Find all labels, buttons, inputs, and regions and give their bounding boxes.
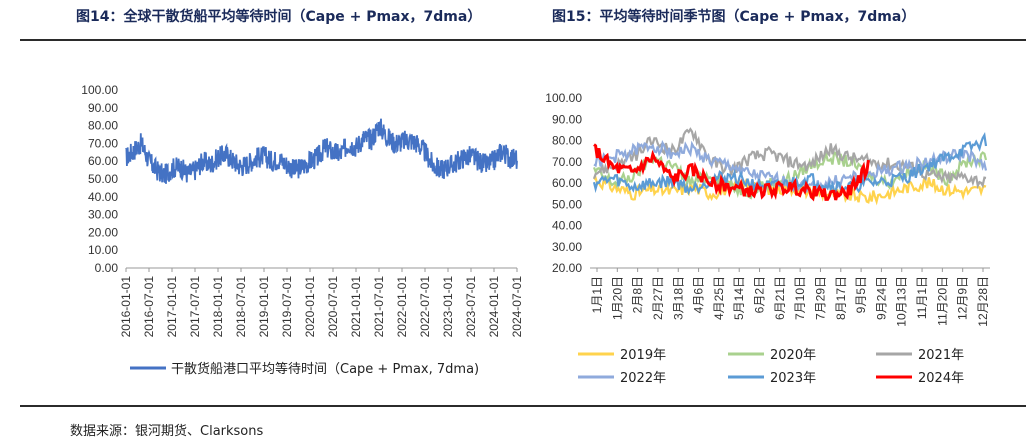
x-tick-label: 2022-07-01 bbox=[418, 276, 432, 338]
legend-label: 2019年 bbox=[620, 348, 666, 363]
bottom-divider bbox=[20, 405, 1026, 407]
x-tick-label: 2022-01-01 bbox=[395, 276, 409, 338]
y-tick-label: 30.00 bbox=[88, 208, 118, 222]
legend-label: 2022年 bbox=[620, 371, 666, 386]
x-tick-label: 2020-01-01 bbox=[303, 276, 317, 338]
x-tick-label: 2020-07-01 bbox=[326, 276, 340, 338]
x-tick-label: 2018-07-01 bbox=[234, 276, 248, 338]
x-tick-label: 2017-07-01 bbox=[188, 276, 202, 338]
series-line-2024年 bbox=[593, 143, 870, 202]
data-source-note: 数据来源：银河期货、Clarksons bbox=[70, 424, 264, 439]
y-tick-label: 20.00 bbox=[88, 225, 118, 239]
y-tick-label: 50.00 bbox=[552, 197, 582, 211]
x-tick-label: 1月20日 bbox=[610, 276, 624, 320]
y-tick-label: 40.00 bbox=[88, 190, 118, 204]
y-tick-label: 60.00 bbox=[552, 176, 582, 190]
y-tick-label: 100.00 bbox=[545, 91, 582, 105]
x-tick-label: 6月2日 bbox=[753, 276, 767, 313]
y-tick-label: 60.00 bbox=[88, 154, 118, 168]
top-divider bbox=[20, 39, 1026, 41]
series-line-wait-time bbox=[125, 118, 518, 184]
legend-label: 2024年 bbox=[918, 371, 964, 386]
x-tick-label: 2月8日 bbox=[631, 276, 645, 313]
y-tick-label: 0.00 bbox=[95, 261, 119, 275]
x-tick-label: 2016-07-01 bbox=[142, 276, 156, 338]
y-tick-label: 100.00 bbox=[81, 83, 118, 97]
y-tick-label: 70.00 bbox=[88, 136, 118, 150]
x-tick-label: 2023-01-01 bbox=[441, 276, 455, 338]
x-tick-label: 11月1日 bbox=[915, 276, 929, 319]
x-tick-label: 2017-01-01 bbox=[165, 276, 179, 338]
x-tick-label: 7月10日 bbox=[793, 276, 807, 320]
x-tick-label: 9月24日 bbox=[874, 276, 888, 320]
x-tick-label: 7月29日 bbox=[813, 276, 827, 320]
x-tick-label: 10月13日 bbox=[895, 276, 909, 327]
legend-label: 干散货船港口平均等待时间（Cape + Pmax, 7dma) bbox=[171, 361, 479, 377]
y-tick-label: 80.00 bbox=[552, 134, 582, 148]
x-tick-label: 2024-01-01 bbox=[487, 276, 501, 338]
x-tick-label: 2019-07-01 bbox=[280, 276, 294, 338]
x-tick-label: 2024-07-01 bbox=[510, 276, 524, 338]
y-tick-label: 90.00 bbox=[88, 101, 118, 115]
legend-label: 2020年 bbox=[770, 348, 816, 363]
legend-label: 2021年 bbox=[918, 348, 964, 363]
x-tick-label: 3月18日 bbox=[671, 276, 685, 320]
x-tick-label: 6月21日 bbox=[773, 276, 787, 320]
x-tick-label: 2023-07-01 bbox=[464, 276, 478, 338]
y-tick-label: 70.00 bbox=[552, 155, 582, 169]
x-tick-label: 2月27日 bbox=[651, 276, 665, 320]
x-tick-label: 5月14日 bbox=[732, 276, 746, 320]
x-tick-label: 2018-01-01 bbox=[211, 276, 225, 338]
y-tick-label: 30.00 bbox=[552, 240, 582, 254]
figure15-title: 图15：平均等待时间季节图（Cape + Pmax，7dma） bbox=[552, 9, 916, 25]
legend-label: 2023年 bbox=[770, 371, 816, 386]
y-tick-label: 80.00 bbox=[88, 119, 118, 133]
x-tick-label: 11月20日 bbox=[935, 276, 949, 326]
x-tick-label: 2019-01-01 bbox=[257, 276, 271, 338]
y-tick-label: 10.00 bbox=[88, 243, 118, 257]
x-tick-label: 2021-07-01 bbox=[372, 276, 386, 338]
x-tick-label: 4月25日 bbox=[712, 276, 726, 320]
y-tick-label: 90.00 bbox=[552, 112, 582, 126]
x-tick-label: 12月9日 bbox=[956, 276, 970, 320]
x-tick-label: 1月1日 bbox=[590, 276, 604, 313]
x-tick-label: 2021-01-01 bbox=[349, 276, 363, 338]
x-tick-label: 4月6日 bbox=[692, 276, 706, 313]
y-tick-label: 40.00 bbox=[552, 219, 582, 233]
x-tick-label: 8月17日 bbox=[834, 276, 848, 320]
y-tick-label: 20.00 bbox=[552, 261, 582, 275]
y-tick-label: 50.00 bbox=[88, 172, 118, 186]
x-tick-label: 2016-01-01 bbox=[119, 276, 133, 338]
figure14-title: 图14：全球干散货船平均等待时间（Cape + Pmax，7dma） bbox=[76, 9, 482, 25]
x-tick-label: 9月5日 bbox=[854, 276, 868, 313]
x-tick-label: 12月28日 bbox=[976, 276, 990, 327]
